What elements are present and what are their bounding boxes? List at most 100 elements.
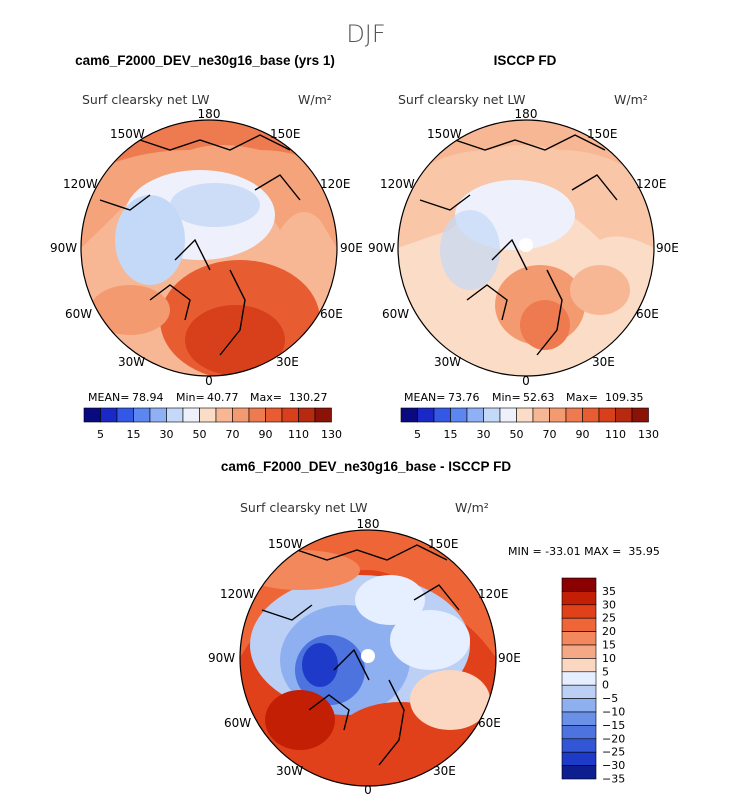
svg-text:0: 0 <box>205 374 213 388</box>
svg-text:30E: 30E <box>592 355 615 369</box>
colorbar-tick-label: −20 <box>602 732 625 745</box>
svg-text:120W: 120W <box>220 587 255 601</box>
colorbar-swatch <box>598 407 616 423</box>
svg-text:180: 180 <box>198 107 221 121</box>
svg-text:30W: 30W <box>276 764 303 778</box>
variable-label: Surf clearsky net LW <box>398 92 526 107</box>
svg-text:120E: 120E <box>636 177 667 191</box>
map-border <box>397 119 655 377</box>
colorbar-swatch <box>615 407 633 423</box>
units-label: W/m² <box>298 92 332 107</box>
colorbar-swatch <box>561 765 597 780</box>
colorbar-swatch <box>215 407 233 423</box>
stats-min-label: Min= <box>176 391 205 404</box>
colorbar-swatch <box>133 407 151 423</box>
colorbar <box>83 407 332 423</box>
variable-label: Surf clearsky net LW <box>82 92 210 107</box>
svg-text:60W: 60W <box>224 716 251 730</box>
colorbar-tick-label: 130 <box>321 428 342 441</box>
svg-text:90E: 90E <box>498 651 521 665</box>
svg-text:150W: 150W <box>268 537 303 551</box>
colorbar-swatch <box>516 407 534 423</box>
colorbar-tick-label: 35 <box>602 585 616 598</box>
season-title: DJF <box>346 20 385 48</box>
svg-text:30W: 30W <box>434 355 461 369</box>
colorbar-tick-label: 0 <box>602 679 609 692</box>
svg-text:180: 180 <box>515 107 538 121</box>
svg-text:120E: 120E <box>478 587 509 601</box>
stats-max-label: Max= <box>566 391 598 404</box>
svg-text:30W: 30W <box>118 355 145 369</box>
colorbar-swatch <box>582 407 600 423</box>
svg-text:90E: 90E <box>656 241 679 255</box>
colorbar-tick-label: 30 <box>160 428 174 441</box>
colorbar-tick-label: 30 <box>602 598 616 611</box>
colorbar-tick-label: 90 <box>259 428 273 441</box>
svg-text:0: 0 <box>364 783 372 797</box>
map-border <box>239 529 497 787</box>
svg-text:90W: 90W <box>368 241 395 255</box>
colorbar-swatch <box>314 407 332 423</box>
svg-text:90W: 90W <box>208 651 235 665</box>
colorbar-tick-label: 130 <box>638 428 659 441</box>
stats-mean: 73.76 <box>448 391 480 404</box>
svg-text:60W: 60W <box>65 307 92 321</box>
colorbar-swatch <box>561 684 597 699</box>
stats-mean: 78.94 <box>132 391 164 404</box>
panel-title: cam6_F2000_DEV_ne30g16_base - ISCCP FD <box>221 459 511 474</box>
colorbar-swatch <box>166 407 184 423</box>
colorbar-swatch <box>561 725 597 740</box>
panel-title: cam6_F2000_DEV_ne30g16_base (yrs 1) <box>75 53 335 68</box>
colorbar-swatch <box>549 407 567 423</box>
svg-text:0: 0 <box>522 374 530 388</box>
svg-text:60E: 60E <box>478 716 501 730</box>
colorbar-swatch <box>565 407 583 423</box>
colorbar-swatch <box>561 671 597 686</box>
colorbar-swatch <box>298 407 316 423</box>
stats-max: 130.27 <box>289 391 328 404</box>
stats-max: 109.35 <box>605 391 644 404</box>
colorbar-swatch <box>265 407 283 423</box>
svg-text:120E: 120E <box>320 177 351 191</box>
colorbar-swatch <box>199 407 217 423</box>
svg-text:60W: 60W <box>382 307 409 321</box>
svg-text:150W: 150W <box>110 127 145 141</box>
colorbar-swatch <box>400 407 418 423</box>
svg-text:60E: 60E <box>320 307 343 321</box>
colorbar-tick-label: 50 <box>510 428 524 441</box>
colorbar-swatch <box>561 591 597 606</box>
colorbar-tick-label: −15 <box>602 719 625 732</box>
colorbar-tick-label: −35 <box>602 773 625 786</box>
colorbar-swatch <box>561 617 597 632</box>
colorbar-swatch <box>532 407 550 423</box>
colorbar-swatch <box>483 407 501 423</box>
colorbar-tick-label: 50 <box>193 428 207 441</box>
colorbar-tick-label: 20 <box>602 625 616 638</box>
svg-text:150W: 150W <box>427 127 462 141</box>
svg-text:90W: 90W <box>50 241 77 255</box>
stats-mean-label: MEAN= <box>88 391 129 404</box>
colorbar-tick-label: 15 <box>127 428 141 441</box>
svg-text:150E: 150E <box>270 127 301 141</box>
diff-stats: MIN = -33.01 MAX = 35.95 <box>508 545 660 558</box>
colorbar-tick-label: 10 <box>602 652 616 665</box>
svg-text:30E: 30E <box>276 355 299 369</box>
colorbar-swatch <box>561 631 597 646</box>
colorbar-tick-label: 15 <box>602 639 616 652</box>
colorbar-swatch <box>116 407 134 423</box>
colorbar-swatch <box>417 407 435 423</box>
colorbar-tick-label: −10 <box>602 706 625 719</box>
colorbar-tick-label: 110 <box>288 428 309 441</box>
polar-map <box>81 120 337 376</box>
svg-text:150E: 150E <box>587 127 618 141</box>
panel-model: cam6_F2000_DEV_ne30g16_base (yrs 1) Surf… <box>50 53 363 441</box>
stats-mean-label: MEAN= <box>404 391 445 404</box>
colorbar-tick-label: 5 <box>602 665 609 678</box>
colorbar-ticks: 5 15 30 50 70 90 110 130 <box>97 428 342 441</box>
units-label: W/m² <box>455 500 489 515</box>
colorbar-swatch <box>561 604 597 619</box>
colorbar-swatch <box>450 407 468 423</box>
colorbar-swatch <box>182 407 200 423</box>
